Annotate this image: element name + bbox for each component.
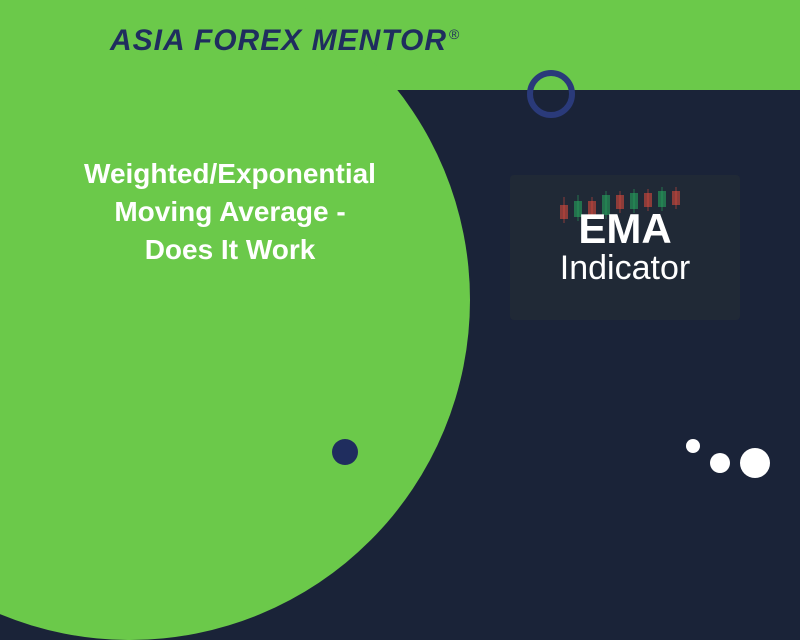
brand-logo: ASIA FOREX MENTOR® — [110, 24, 460, 58]
decorative-navy-dot — [332, 439, 358, 465]
dot-large — [740, 448, 770, 478]
ema-label: EMA — [578, 208, 671, 250]
title-line-1: Weighted/Exponential — [30, 155, 430, 193]
ema-indicator-card: EMA Indicator — [510, 175, 740, 320]
registered-mark: ® — [449, 26, 460, 42]
main-title: Weighted/Exponential Moving Average - Do… — [30, 155, 430, 268]
title-line-2: Moving Average - — [30, 193, 430, 231]
ema-sublabel: Indicator — [560, 250, 690, 287]
dot-small — [686, 439, 700, 453]
infographic-canvas: ASIA FOREX MENTOR® Weighted/Exponential … — [0, 0, 800, 500]
decorative-ring — [527, 70, 575, 118]
dot-medium — [710, 453, 730, 473]
title-line-3: Does It Work — [30, 231, 430, 269]
big-green-circle — [0, 0, 470, 640]
brand-text: ASIA FOREX MENTOR — [110, 24, 447, 57]
